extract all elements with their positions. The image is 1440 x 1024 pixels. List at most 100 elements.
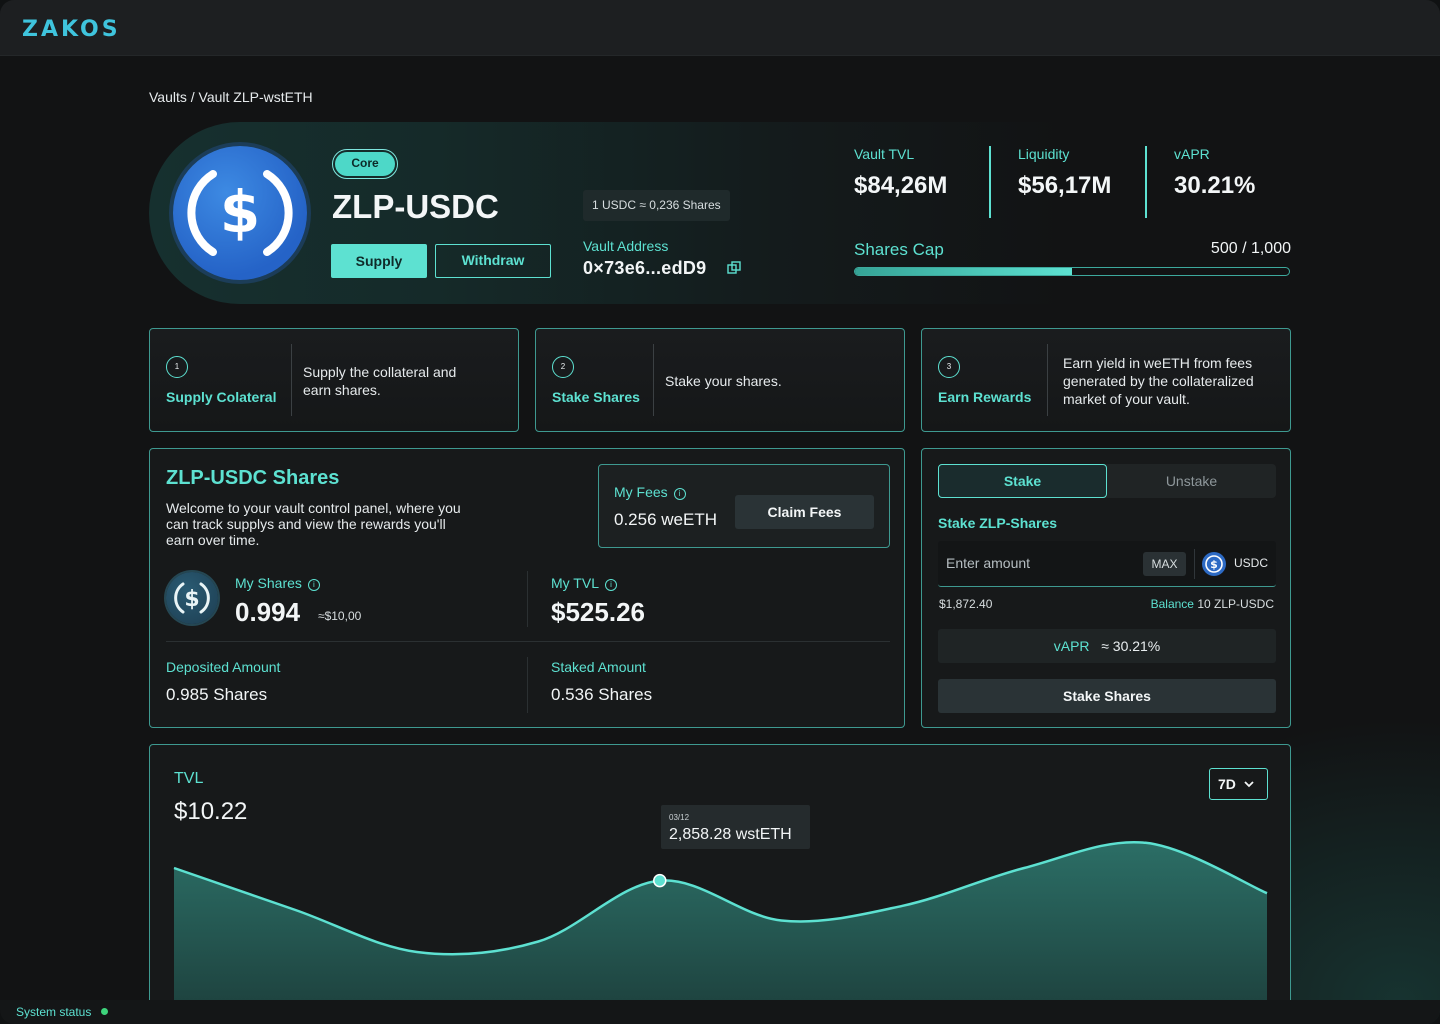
vapr-value: 30.21% <box>1174 172 1256 199</box>
data-point[interactable] <box>779 919 783 923</box>
core-badge-label: Core <box>335 152 395 176</box>
my-fees-label-text: My Fees <box>614 484 668 500</box>
column-divider <box>527 571 528 627</box>
step-description: Supply the collateral and earn shares. <box>303 364 457 398</box>
tvl-chart-panel: TVL $10.22 7D 03/12 2,858.28 wstETH <box>149 744 1291 1024</box>
my-fees-value: 0.256 weETH <box>614 510 717 529</box>
token-name: USDC <box>1234 556 1269 570</box>
liquidity-value: $56,17M <box>1018 172 1112 199</box>
info-icon[interactable]: i <box>673 488 686 500</box>
tvl-area-chart <box>172 840 1269 1024</box>
vault-tvl-stat: Vault TVL $84,26M <box>854 146 947 200</box>
deposited-amount-value: 0.985 Shares <box>166 685 268 704</box>
vapr-stat: vAPR 30.21% <box>1174 146 1255 200</box>
balance-value: 10 ZLP-USDC <box>1197 597 1274 611</box>
chart-tooltip: 03/12 2,858.28 wstETH <box>661 805 810 849</box>
data-point[interactable] <box>172 866 176 870</box>
tvl-chart-value: $10.22 <box>174 798 248 825</box>
range-dropdown[interactable]: 7D <box>1209 768 1268 800</box>
tooltip-value: 2,858.28 wstETH <box>669 826 792 843</box>
vapr-readout: vAPR ≈ 30.21% <box>938 629 1276 663</box>
tvl-chart-label: TVL <box>174 770 204 787</box>
tab-unstake[interactable]: Unstake <box>1165 473 1218 489</box>
system-status-label[interactable]: System status <box>16 1005 92 1019</box>
data-point[interactable] <box>901 904 905 908</box>
amount-input[interactable]: Enter amount MAX $ USDC <box>938 541 1276 587</box>
step-description: Stake your shares. <box>665 373 782 389</box>
my-shares-label-text: My Shares <box>235 575 302 591</box>
shares-panel-description: Welcome to your vault control panel, whe… <box>166 500 461 548</box>
stake-panel: Stake Unstake Stake ZLP-Shares Enter amo… <box>921 448 1291 728</box>
amount-placeholder[interactable]: Enter amount <box>946 555 1031 571</box>
zakos-logo[interactable]: ZAKOS <box>22 17 121 42</box>
step-supply-collateral: 1 Supply Colateral Supply the collateral… <box>149 328 519 432</box>
shares-cap-progress <box>854 267 1290 276</box>
vault-address: 0×73e6...edD9 <box>583 258 707 278</box>
step-divider <box>1047 344 1048 416</box>
stake-heading: Stake ZLP-Shares <box>938 515 1058 531</box>
data-point[interactable] <box>415 950 419 954</box>
svg-text:$: $ <box>1210 558 1218 571</box>
vault-title: ZLP-USDC <box>332 188 499 225</box>
vault-hero: $ Core ZLP-USDC Supply Withdraw 1 USDC ≈… <box>149 122 1291 304</box>
my-tvl-label: My TVL i <box>551 575 617 591</box>
claim-fees-button[interactable]: Claim Fees <box>735 495 874 529</box>
step-earn-rewards: 3 Earn Rewards Earn yield in weETH from … <box>921 328 1291 432</box>
vault-tvl-value: $84,26M <box>854 172 948 199</box>
step-description: Earn yield in weETH from fees generated … <box>1063 355 1254 407</box>
status-dot-icon <box>101 1008 108 1015</box>
vapr-readout-value: ≈ 30.21% <box>1101 638 1161 654</box>
info-icon[interactable]: i <box>307 579 320 591</box>
svg-text:$: $ <box>220 178 260 246</box>
staked-amount-label: Staked Amount <box>551 659 646 675</box>
breadcrumb[interactable]: Vaults / Vault ZLP-wstETH <box>149 89 313 105</box>
my-tvl-label-text: My TVL <box>551 575 599 591</box>
core-badge: Core <box>332 149 398 179</box>
staked-amount-value: 0.536 Shares <box>551 685 653 704</box>
shares-cap-fill <box>855 268 1072 275</box>
step-number: 2 <box>552 356 574 378</box>
data-point[interactable] <box>293 908 297 912</box>
data-point[interactable] <box>536 940 540 944</box>
data-point[interactable] <box>1022 866 1026 870</box>
tab-stake[interactable]: Stake <box>938 464 1107 498</box>
supply-button[interactable]: Supply <box>331 244 427 278</box>
my-fees-label: My Fees i <box>614 484 686 500</box>
chevron-down-icon <box>1244 781 1254 788</box>
my-tvl-value: $525.26 <box>551 597 645 627</box>
row-divider <box>166 641 890 642</box>
my-shares-usd: ≈$10,00 <box>318 609 362 623</box>
liquidity-label: Liquidity <box>1018 146 1070 162</box>
data-point[interactable] <box>1265 891 1269 895</box>
vault-tvl-label: Vault TVL <box>854 146 915 162</box>
shares-panel-title: ZLP-USDC Shares <box>166 467 340 489</box>
vault-address-label: Vault Address <box>583 238 669 254</box>
step-title: Stake Shares <box>552 389 640 405</box>
info-icon[interactable]: i <box>604 579 617 591</box>
data-point[interactable] <box>1144 841 1148 845</box>
balance-readout: Balance 10 ZLP-USDC <box>1151 597 1274 611</box>
max-button[interactable]: MAX <box>1143 552 1186 576</box>
liquidity-stat: Liquidity $56,17M <box>1018 146 1111 200</box>
my-fees-card: My Fees i 0.256 weETH Claim Fees <box>598 464 890 548</box>
stat-divider <box>989 146 991 218</box>
shares-cap-value: 500 / 1,000 <box>1210 240 1291 257</box>
shares-cap-label: Shares Cap <box>854 240 944 259</box>
withdraw-button[interactable]: Withdraw <box>435 244 551 278</box>
usdc-coin-icon: $ <box>1202 552 1226 576</box>
step-title: Supply Colateral <box>166 389 277 405</box>
my-shares-value: 0.994 <box>235 597 301 627</box>
balance-label: Balance <box>1150 597 1194 611</box>
column-divider <box>527 657 528 713</box>
step-title: Earn Rewards <box>938 389 1032 405</box>
usdc-coin-icon: $ <box>173 146 307 280</box>
deposited-amount-label: Deposited Amount <box>166 659 281 675</box>
exchange-rate-chip: 1 USDC ≈ 0,236 Shares <box>583 190 730 221</box>
usdc-coin-icon: $ <box>166 572 218 624</box>
stake-shares-button[interactable]: Stake Shares <box>938 679 1276 713</box>
copy-icon[interactable] <box>727 261 741 275</box>
highlighted-data-point[interactable] <box>653 873 667 888</box>
vapr-readout-label: vAPR <box>1053 638 1090 654</box>
stake-tabs: Stake Unstake <box>938 464 1276 498</box>
